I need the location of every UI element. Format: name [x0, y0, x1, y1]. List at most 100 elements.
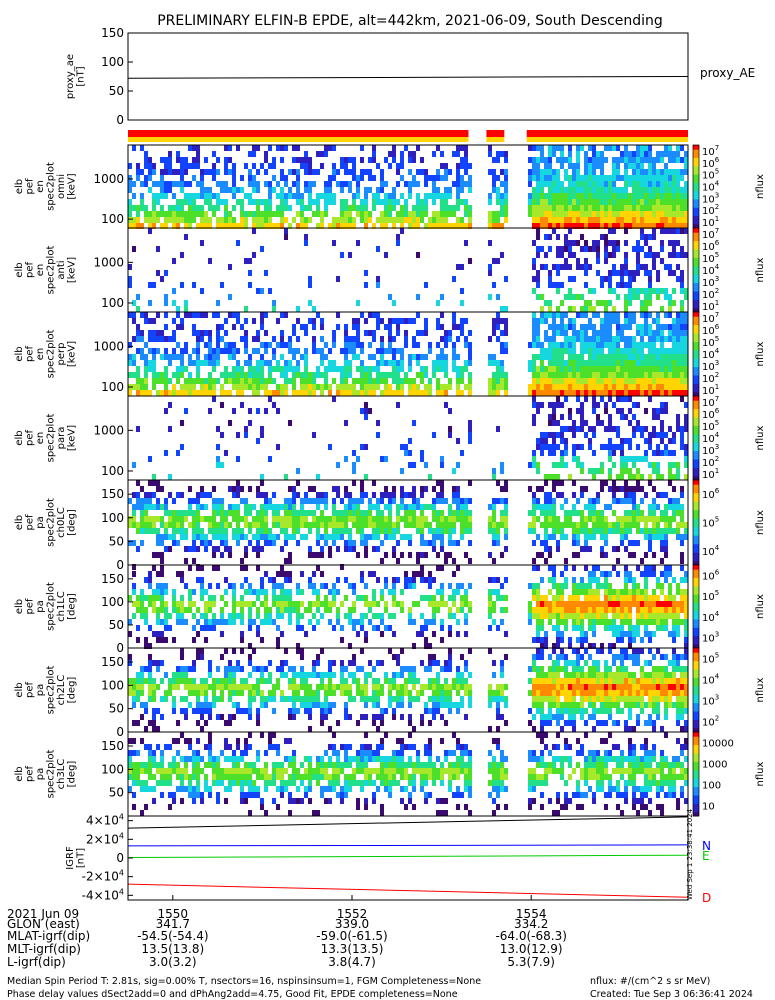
heatmap-cell	[452, 366, 456, 372]
ylabel-line: pef	[24, 346, 35, 363]
colorbar-cell	[693, 545, 699, 549]
heatmap-cell	[308, 318, 312, 324]
heatmap-cell	[184, 348, 188, 354]
heatmap-cell	[424, 318, 428, 324]
heatmap-cell	[500, 342, 504, 348]
heatmap-cell	[200, 589, 204, 595]
panel-elb-pef-pa-spec2plot-ch1lc: elbpefpaspec2plotch1LC[deg]103104105106n…	[14, 564, 766, 655]
heatmap-cell	[492, 187, 496, 193]
heatmap-cell	[380, 348, 384, 354]
heatmap-cell	[604, 205, 608, 211]
heatmap-cell	[336, 169, 340, 175]
colorbar-cell	[693, 165, 699, 169]
heatmap-cell	[600, 211, 604, 217]
heatmap-cell	[220, 199, 224, 205]
heatmap-cell	[660, 157, 664, 163]
heatmap-cell	[640, 366, 644, 372]
heatmap-cell	[232, 223, 236, 229]
colorbar-cell	[693, 330, 699, 334]
heatmap-cell	[292, 217, 296, 223]
heatmap-cell	[436, 211, 440, 217]
heatmap-cell	[564, 601, 568, 607]
heatmap-cell	[200, 169, 204, 175]
heatmap-cell	[388, 324, 392, 330]
heatmap-cell	[404, 145, 408, 151]
heatmap-cell	[664, 145, 668, 151]
heatmap-cell	[436, 175, 440, 181]
heatmap-cell	[144, 366, 148, 372]
heatmap-cell	[268, 163, 272, 169]
heatmap-cell	[584, 516, 588, 522]
colorbar-cell	[693, 528, 699, 532]
heatmap-cell	[604, 181, 608, 187]
heatmap-cell	[572, 510, 576, 516]
heatmap-cell	[616, 246, 620, 252]
heatmap-cell	[604, 145, 608, 151]
heatmap-cell	[256, 348, 260, 354]
heatmap-cell	[624, 300, 628, 306]
heatmap-cell	[468, 583, 472, 589]
heatmap-cell	[284, 595, 288, 601]
heatmap-cell	[632, 384, 636, 390]
heatmap-cell	[624, 438, 628, 444]
heatmap-cell	[668, 199, 672, 205]
heatmap-cell	[648, 480, 652, 486]
colorbar-cell	[693, 242, 699, 246]
heatmap-cell	[192, 498, 196, 504]
heatmap-cell	[568, 516, 572, 522]
heatmap-cell	[536, 228, 540, 234]
heatmap-cell	[668, 372, 672, 378]
heatmap-cell	[340, 366, 344, 372]
heatmap-cell	[632, 294, 636, 300]
heatmap-cell	[536, 175, 540, 181]
heatmap-cell	[440, 498, 444, 504]
heatmap-cell	[552, 342, 556, 348]
heatmap-cell	[624, 528, 628, 534]
heatmap-cell	[572, 390, 576, 396]
heatmap-cell	[556, 516, 560, 522]
heatmap-cell	[552, 571, 556, 577]
heatmap-cell	[456, 486, 460, 492]
heatmap-cell	[240, 175, 244, 181]
heatmap-cell	[452, 486, 456, 492]
heatmap-cell	[612, 223, 616, 229]
heatmap-cell	[412, 223, 416, 229]
heatmap-cell	[196, 510, 200, 516]
heatmap-cell	[392, 589, 396, 595]
heatmap-cell	[660, 354, 664, 360]
heatmap-cell	[620, 456, 624, 462]
heatmap-cell	[604, 240, 608, 246]
heatmap-cell	[636, 354, 640, 360]
heatmap-cell	[128, 276, 132, 282]
heatmap-cell	[232, 175, 236, 181]
heatmap-cell	[448, 330, 452, 336]
heatmap-cell	[664, 408, 668, 414]
heatmap-cell	[596, 354, 600, 360]
plot-title: PRELIMINARY ELFIN-B EPDE, alt=442km, 202…	[157, 13, 663, 29]
heatmap-cell	[232, 486, 236, 492]
heatmap-cell	[612, 444, 616, 450]
heatmap-cell	[560, 342, 564, 348]
colorbar-cell	[693, 444, 699, 447]
heatmap-cell	[380, 372, 384, 378]
heatmap-cell	[324, 540, 328, 546]
heatmap-cell	[660, 474, 664, 480]
heatmap-cell	[672, 151, 676, 157]
heatmap-cell	[316, 498, 320, 504]
heatmap-cell	[464, 631, 468, 637]
heatmap-cell	[180, 360, 184, 366]
heatmap-cell	[308, 300, 312, 306]
heatmap-cell	[612, 528, 616, 534]
heatmap-cell	[528, 181, 532, 187]
heatmap-cell	[592, 187, 596, 193]
heatmap-cell	[192, 384, 196, 390]
heatmap-cell	[460, 528, 464, 534]
colorbar-cell	[693, 427, 699, 431]
heatmap-cell	[616, 546, 620, 552]
heatmap-cell	[228, 504, 232, 510]
heatmap-cell	[144, 163, 148, 169]
heatmap-cell	[408, 607, 412, 613]
heatmap-cell	[428, 342, 432, 348]
heatmap-cell	[372, 571, 376, 577]
